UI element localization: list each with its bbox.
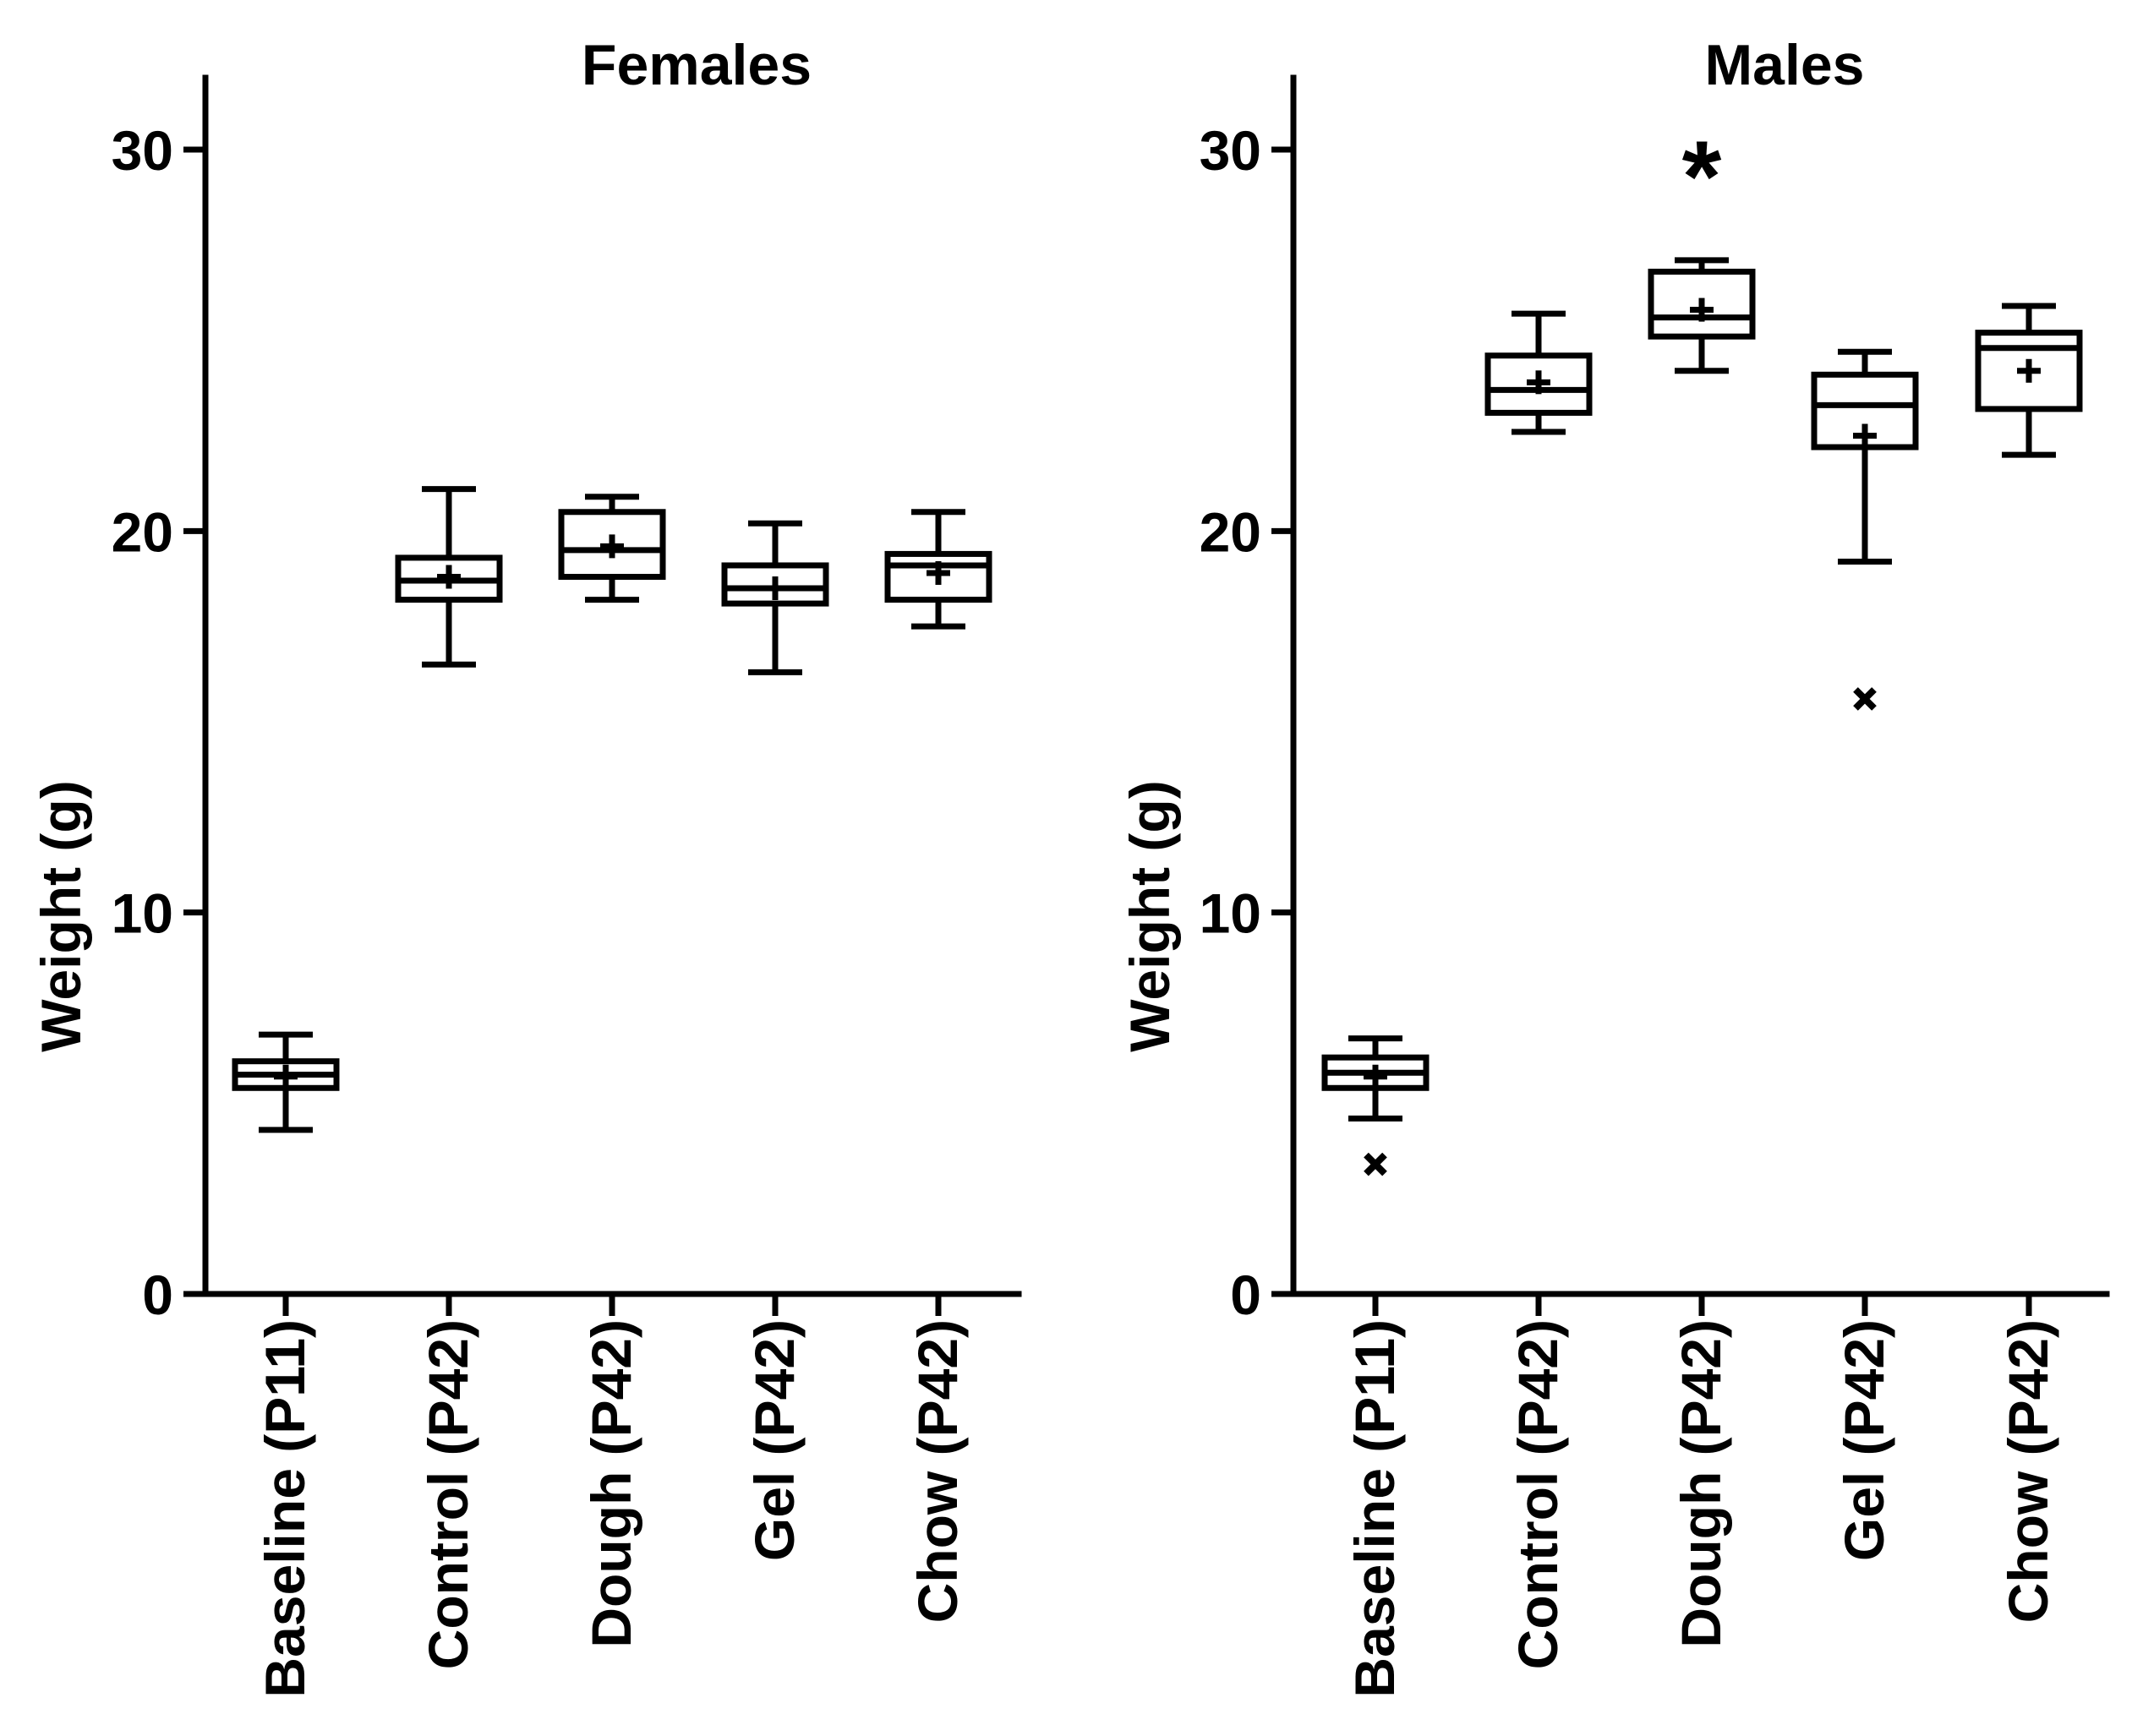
y-tick-label: 0 (1230, 1264, 1261, 1326)
y-tick-label: 0 (142, 1264, 173, 1326)
box-chow: Chow (P42) (884, 509, 992, 1623)
x-tick-label: Chow (P42) (1997, 1319, 2059, 1623)
x-tick-label: Chow (P42) (906, 1319, 969, 1623)
chart-title: Males (1705, 33, 1865, 97)
y-tick-label: 30 (112, 119, 173, 182)
box-dough: Dough (P42) (558, 494, 666, 1648)
box-iqr (1648, 268, 1756, 340)
x-tick-label: Gel (P42) (1833, 1319, 1895, 1561)
outlier-marker-b (1853, 687, 1877, 711)
chart-title: Females (582, 33, 812, 97)
box-gel: Gel (P42) (721, 520, 829, 1561)
y-tick-label: 10 (112, 882, 173, 945)
box-control: Control (P42) (395, 486, 503, 1669)
y-axis-label: Weight (g) (1118, 780, 1181, 1051)
x-tick-label: Baseline (P11) (254, 1319, 316, 1698)
x-tick-label: Dough (P42) (1670, 1319, 1732, 1648)
significance-asterisk: * (1682, 120, 1722, 233)
x-tick-label: Gel (P42) (743, 1319, 806, 1561)
box-gel: Gel (P42) (1811, 348, 1919, 1561)
box-baseline: Baseline (P11) (1321, 1035, 1430, 1698)
x-tick-label: Baseline (P11) (1343, 1319, 1406, 1698)
box-baseline: Baseline (P11) (232, 1031, 340, 1698)
box-dough: Dough (P42) * (1648, 120, 1756, 1648)
x-tick-label: Dough (P42) (580, 1319, 642, 1648)
box-control: Control (P42) (1484, 310, 1593, 1669)
x-tick-label: Control (P42) (1506, 1319, 1569, 1669)
panel-females: Females Weight (g) 0 10 20 30 Baseline (P11) Co… (30, 33, 1022, 1698)
y-tick-label: 30 (1200, 119, 1261, 182)
y-axis-label: Weight (g) (30, 780, 92, 1051)
x-tick-label: Control (P42) (417, 1319, 479, 1669)
outlier-marker-b (1364, 1152, 1387, 1176)
y-tick-label: 20 (1200, 500, 1261, 563)
panel-males: Males Weight (g) 0 10 20 30 Baseline (P11) Cont… (1118, 33, 2110, 1698)
y-tick-label: 10 (1200, 882, 1261, 945)
y-tick-label: 20 (112, 500, 173, 563)
box-chow: Chow (P42) (1975, 303, 2083, 1623)
